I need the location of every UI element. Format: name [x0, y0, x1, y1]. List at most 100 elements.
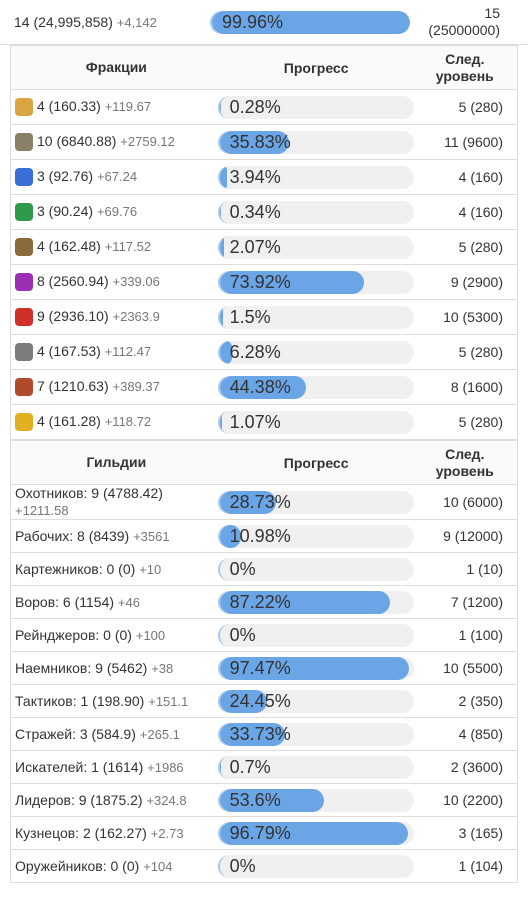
progress-fill	[219, 788, 325, 812]
progress-cell: 73.92%	[217, 270, 417, 294]
progress-fill	[219, 340, 232, 364]
next-cell: 10 (2200)	[443, 791, 503, 808]
next-cell: 9 (2900)	[450, 273, 503, 290]
summary-row: 14 (24,995,858) +4,142 99.96% 15 (25000000)	[0, 0, 528, 45]
gain-text: +38	[151, 660, 174, 676]
progress-label: 0%	[229, 558, 256, 579]
gain-text: +67.24	[96, 168, 138, 184]
progress-track: 28.73%	[217, 490, 415, 514]
table-row: 8 (2560.94) +339.06 73.92% 9 (2900)	[11, 265, 517, 300]
level-text: 10 (6840.88)	[37, 132, 117, 149]
header-cell: Фракции	[85, 59, 147, 75]
progress-label: 33.73%	[229, 723, 291, 744]
progress-label: 96.79%	[229, 822, 291, 843]
progress-track: 2.07%	[217, 235, 415, 259]
table-row: Воров: 6 (1154) +46 87.22% 7 (1200)	[11, 586, 517, 619]
progress-label: 1.5%	[229, 306, 271, 327]
next-cell: 11 (9600)	[444, 133, 503, 150]
level-cell: Рабочих: 8 (8439) +3561	[11, 528, 218, 545]
progress-track: 0%	[217, 623, 415, 647]
progress-cell: 44.38%	[217, 375, 417, 399]
gain-text: +100	[135, 627, 166, 643]
progress-fill	[219, 821, 409, 845]
table-row: 9 (2936.10) +2363.9 1.5% 10 (5300)	[11, 300, 517, 335]
progress-label: 53.6%	[229, 789, 281, 810]
progress-label: 0.7%	[229, 756, 271, 777]
progress-track: 1.07%	[217, 410, 415, 434]
next-cell: 2 (3600)	[450, 758, 503, 775]
progress-track: 6.28%	[217, 340, 415, 364]
progress-label: 10.98%	[229, 525, 291, 546]
table-row: Тактиков: 1 (198.90) +151.1 24.45% 2 (350)	[11, 685, 517, 718]
gain-text: +4,142	[116, 14, 157, 30]
progress-cell: 0.34%	[217, 200, 417, 224]
progress-track: 35.83%	[217, 130, 415, 154]
progress-label: 35.83%	[229, 131, 291, 152]
progress-label: 24.45%	[229, 690, 291, 711]
level-cell: Тактиков: 1 (198.90) +151.1	[11, 693, 218, 710]
gain-text: +112.47	[104, 343, 152, 359]
next-cell: 5 (280)	[458, 413, 503, 430]
progress-track: 53.6%	[217, 788, 415, 812]
next-cell: 4 (850)	[458, 725, 503, 742]
level-cell: Наемников: 9 (5462) +38	[11, 660, 218, 677]
next-cell: 5 (280)	[458, 98, 503, 115]
progress-label: 87.22%	[229, 591, 291, 612]
gain-text: +2363.9	[112, 308, 160, 324]
header-cell: Прогресс	[283, 454, 349, 471]
progress-label: 28.73%	[229, 491, 291, 512]
progress-fill	[219, 722, 286, 746]
progress-label: 0.34%	[229, 201, 281, 222]
progress-cell: 2.07%	[217, 235, 417, 259]
progress-fill	[219, 755, 222, 779]
table-row: Рабочих: 8 (8439) +3561 10.98% 9 (12000)	[11, 520, 517, 553]
progress-cell: 0%	[217, 557, 417, 581]
progress-label: 99.96%	[222, 11, 284, 32]
table-row: Искателей: 1 (1614) +1986 0.7% 2 (3600)	[11, 751, 517, 784]
next-cell: 4 (160)	[458, 168, 503, 185]
progress-track: 96.79%	[217, 821, 415, 845]
gain-text: +1986	[147, 759, 184, 775]
progress-fill	[219, 590, 390, 614]
progress-fill	[219, 200, 221, 224]
summary-level: 14 (24,995,858) +4,142	[0, 14, 210, 31]
level-text: 8 (2560.94)	[37, 272, 109, 289]
next-cell: 1 (104)	[458, 857, 503, 874]
progress-label: 0.28%	[229, 96, 281, 117]
level-cell: Воров: 6 (1154) +46	[11, 594, 218, 611]
progress-label: 97.47%	[229, 657, 291, 678]
level-cell: 9 (2936.10) +2363.9	[11, 308, 218, 327]
gain-text: +389.37	[112, 378, 160, 394]
table-row: 7 (1210.63) +389.37 44.38% 8 (1600)	[11, 370, 517, 405]
progress-track: 0.7%	[217, 755, 415, 779]
progress-fill	[219, 375, 307, 399]
progress-fill	[219, 235, 224, 259]
progress-cell: 97.47%	[217, 656, 417, 680]
level-text: Картежников: 0 (0)	[15, 560, 136, 577]
level-text: Кузнецов: 2 (162.27)	[15, 824, 147, 841]
gain-text: +104	[143, 858, 173, 874]
progress-cell: 96.79%	[217, 821, 417, 845]
progress-cell: 6.28%	[217, 340, 417, 364]
level-cell: 10 (6840.88) +2759.12	[11, 132, 218, 152]
level-text: 4 (167.53)	[37, 342, 101, 359]
table-row: 3 (90.24) +69.76 0.34% 4 (160)	[11, 195, 517, 230]
progress-cell: 87.22%	[217, 590, 417, 614]
table-row: Лидеров: 9 (1875.2) +324.8 53.6% 10 (2200)	[11, 784, 517, 817]
faction-icon	[15, 133, 33, 152]
level-text: 4 (162.48)	[37, 237, 101, 254]
progress-track: 33.73%	[217, 722, 415, 746]
level-text: 3 (90.24)	[37, 202, 94, 219]
progress-label: 2.07%	[229, 236, 281, 257]
gain-text: +1211.58	[15, 503, 69, 518]
progress-fill	[219, 524, 242, 548]
level-text: Искателей: 1 (1614)	[15, 758, 144, 775]
progress-cell: 0.28%	[217, 95, 417, 119]
table-row: 4 (161.28) +118.72 1.07% 5 (280)	[11, 405, 517, 440]
next-cell: 1 (100)	[458, 626, 503, 643]
level-cell: 4 (160.33) +119.67	[11, 98, 218, 117]
progress-cell: 35.83%	[217, 130, 417, 154]
progress-cell: 24.45%	[217, 689, 417, 713]
progress-fill	[219, 689, 268, 713]
